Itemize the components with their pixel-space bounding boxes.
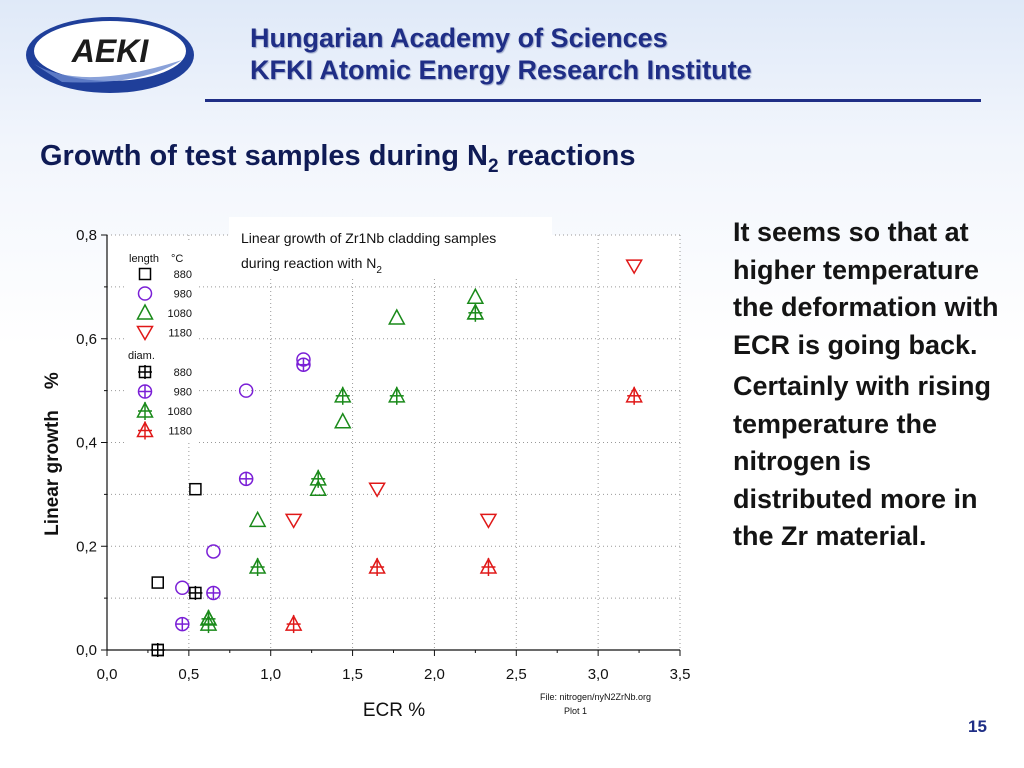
x-tick-label: 2,0 bbox=[424, 666, 445, 683]
annotation-line-1: Linear growth of Zr1Nb cladding samples bbox=[241, 230, 496, 246]
title-tail: reactions bbox=[498, 140, 636, 172]
data-points bbox=[150, 259, 643, 657]
x-tick-label: 1,5 bbox=[342, 666, 363, 683]
point-diam-1080 bbox=[309, 469, 327, 488]
x-tick-label: 3,5 bbox=[670, 666, 691, 683]
point-diam-1180 bbox=[625, 386, 643, 405]
annotation-subscript: 2 bbox=[376, 265, 382, 276]
legend-label: 980 bbox=[174, 387, 192, 399]
legend-unit: °C bbox=[171, 253, 183, 265]
point-diam-1080 bbox=[199, 609, 218, 628]
point-diam-1180 bbox=[284, 614, 303, 634]
header-line-2: KFKI Atomic Energy Research Institute bbox=[250, 55, 752, 85]
point-length-1080 bbox=[333, 412, 352, 429]
y-tick-label: 0,8 bbox=[76, 227, 97, 244]
legend-group-diam: diam. bbox=[128, 350, 155, 362]
plot-note: Plot 1 bbox=[564, 706, 587, 716]
point-length-1080 bbox=[309, 479, 327, 496]
legend: length °C diam. 880 980 1080 1180 880 980 1080 118… bbox=[128, 253, 192, 440]
scatter-chart: 0,0 0,5 1,0 1,5 2,0 2,5 3,0 3,50,00,20,40,60,8 … bbox=[42, 217, 691, 721]
y-tick-label: 0,6 bbox=[76, 331, 97, 348]
legend-marker-length-1080 bbox=[136, 303, 154, 320]
legend-marker-length-880 bbox=[138, 267, 152, 281]
legend-group-length: length bbox=[129, 253, 159, 265]
x-axis-title: ECR % bbox=[363, 700, 425, 721]
x-tick-label: 1,0 bbox=[260, 666, 281, 683]
header-divider bbox=[205, 99, 981, 102]
legend-marker-length-980 bbox=[137, 286, 153, 301]
header-line-1: Hungarian Academy of Sciences bbox=[250, 23, 668, 53]
point-length-1180 bbox=[625, 259, 643, 275]
y-tick-label: 0,4 bbox=[76, 435, 97, 452]
logo-text: AEKI bbox=[71, 33, 150, 69]
y-axis-title: Linear growth % bbox=[42, 372, 63, 536]
x-tick-label: 0,0 bbox=[97, 666, 118, 683]
tick-labels: 0,0 0,5 1,0 1,5 2,0 2,5 3,0 3,5 0,0 0,2 0,4 0,6 0,8 bbox=[76, 227, 690, 683]
point-diam-880 bbox=[188, 585, 203, 600]
x-tick-label: 0,5 bbox=[178, 666, 199, 683]
point-length-980 bbox=[175, 580, 190, 595]
legend-label: 1080 bbox=[168, 308, 192, 320]
legend-label: 880 bbox=[174, 367, 192, 379]
title-subscript: 2 bbox=[487, 155, 499, 177]
point-diam-980 bbox=[296, 357, 311, 372]
x-tick-label: 3,0 bbox=[588, 666, 609, 683]
point-diam-980 bbox=[206, 585, 221, 601]
point-diam-1080 bbox=[248, 557, 267, 576]
commentary-paragraph-1: It seems so that at higher temperature t… bbox=[733, 217, 999, 360]
header-title: Hungarian Academy of Sciences KFKI Atomi… bbox=[250, 22, 752, 86]
title-main: Growth of test samples during N bbox=[40, 140, 488, 172]
point-length-1180 bbox=[368, 482, 386, 498]
legend-box bbox=[124, 243, 196, 443]
legend-label: 880 bbox=[174, 269, 192, 281]
point-length-1180 bbox=[479, 513, 498, 529]
point-diam-980 bbox=[175, 616, 190, 632]
point-diam-1080 bbox=[388, 386, 406, 405]
legend-label: 1180 bbox=[168, 328, 192, 340]
y-tick-label: 0,2 bbox=[76, 538, 97, 555]
point-diam-880 bbox=[150, 643, 165, 657]
point-length-980 bbox=[206, 544, 221, 559]
point-length-1080 bbox=[248, 510, 267, 528]
point-length-880 bbox=[151, 576, 165, 589]
annotation-box bbox=[229, 217, 552, 279]
plot-area bbox=[107, 235, 680, 650]
point-length-1180 bbox=[284, 513, 303, 529]
x-tick-label: 2,5 bbox=[506, 666, 527, 683]
aeki-logo: AEKI bbox=[26, 17, 194, 93]
slide-title: Growth of test samples during N2 reactio… bbox=[40, 140, 636, 178]
page-number: 15 bbox=[968, 717, 987, 736]
point-diam-1180 bbox=[368, 557, 386, 576]
annotation-line-2: during reaction with N2 bbox=[241, 255, 382, 276]
point-diam-980 bbox=[238, 471, 254, 487]
legend-marker-diam-1180 bbox=[136, 420, 154, 440]
point-length-1080 bbox=[388, 308, 406, 325]
file-note: File: nitrogen/nyN2ZrNb.org bbox=[540, 692, 651, 702]
annotation-line-2-text: during reaction with N bbox=[241, 255, 376, 271]
point-length-980 bbox=[238, 383, 254, 398]
legend-marker-length-1180 bbox=[136, 325, 154, 342]
legend-marker-diam-980 bbox=[137, 384, 153, 399]
point-diam-1180 bbox=[479, 557, 498, 576]
y-tick-label: 0,0 bbox=[76, 642, 97, 659]
legend-marker-diam-880 bbox=[138, 365, 152, 379]
point-length-880 bbox=[189, 482, 202, 496]
axes bbox=[101, 234, 681, 656]
legend-marker-diam-1080 bbox=[136, 401, 154, 420]
legend-label: 980 bbox=[174, 289, 192, 301]
commentary: It seems so that at higher temperature t… bbox=[733, 214, 1003, 560]
point-diam-1080 bbox=[333, 386, 352, 405]
commentary-paragraph-2: Certainly with rising temperature the ni… bbox=[733, 371, 992, 551]
legend-label: 1080 bbox=[168, 406, 192, 418]
point-diam-1080 bbox=[466, 303, 485, 322]
legend-label: 1180 bbox=[168, 426, 192, 438]
